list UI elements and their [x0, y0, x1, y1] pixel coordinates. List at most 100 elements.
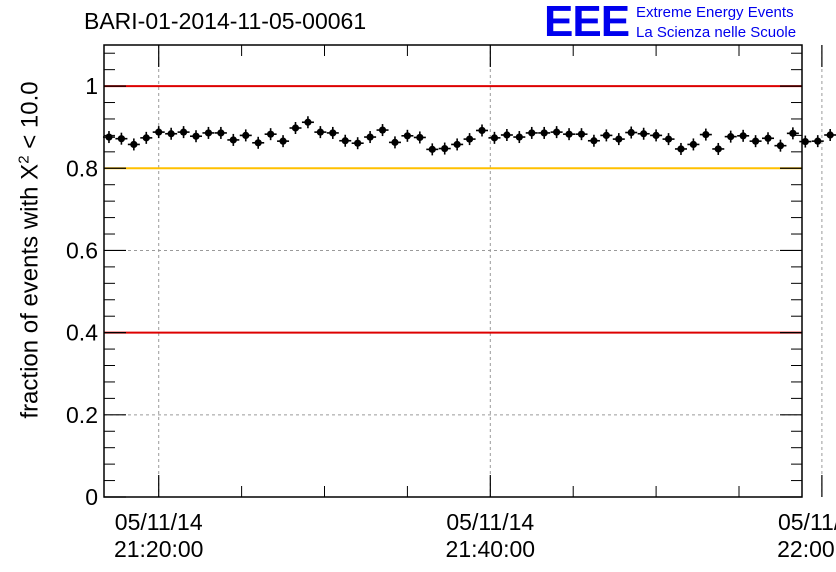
data-point — [314, 126, 327, 139]
data-point-marker — [652, 131, 660, 139]
y-axis-label-sup: 2 — [15, 155, 33, 164]
data-point — [699, 128, 712, 141]
data-point-marker — [142, 134, 150, 142]
logo-mark: EEE — [544, 0, 630, 46]
data-point — [376, 124, 389, 137]
data-point-marker — [528, 129, 536, 137]
data-point-marker — [316, 128, 324, 136]
data-point-marker — [727, 133, 735, 141]
data-point-marker — [515, 133, 523, 141]
data-point — [451, 138, 464, 151]
y-tick-label-1: 0.2 — [66, 402, 98, 428]
data-point-marker — [677, 145, 685, 153]
data-point-marker — [826, 131, 834, 139]
data-point — [264, 128, 277, 141]
data-point-marker — [366, 133, 374, 141]
data-point — [140, 131, 153, 144]
data-point-marker — [764, 134, 772, 142]
data-point — [401, 129, 414, 142]
y-tick-label-2: 0.4 — [66, 320, 98, 346]
data-point-marker — [702, 130, 710, 139]
data-point — [152, 126, 165, 139]
data-point-marker — [789, 129, 797, 137]
data-point-marker — [453, 140, 461, 149]
data-point-marker — [490, 134, 499, 142]
y-tick-label-3: 0.6 — [66, 237, 98, 263]
data-point — [277, 135, 290, 148]
data-point-marker — [117, 135, 126, 143]
data-point — [115, 132, 128, 145]
data-point — [513, 131, 526, 144]
data-point-marker — [615, 135, 623, 143]
data-point — [650, 129, 663, 142]
data-point — [165, 127, 178, 140]
data-point-marker — [664, 135, 673, 143]
data-point-marker — [242, 131, 250, 139]
data-point-marker — [167, 130, 175, 138]
plot-frame — [103, 44, 803, 498]
data-point-marker — [478, 126, 486, 135]
data-point — [177, 126, 190, 139]
data-point — [538, 126, 551, 139]
data-point-marker — [428, 145, 436, 153]
data-point — [786, 127, 799, 140]
data-point-marker — [179, 128, 188, 136]
data-point — [749, 135, 762, 148]
data-point — [190, 130, 203, 143]
data-point-marker — [689, 140, 698, 149]
data-point-marker — [403, 132, 412, 140]
data-point — [214, 126, 227, 139]
data-point — [687, 138, 700, 151]
data-point-marker — [590, 137, 598, 145]
data-point — [127, 138, 140, 151]
data-point — [239, 129, 252, 142]
data-point — [625, 126, 638, 139]
data-point-marker — [627, 128, 635, 137]
data-point-marker — [540, 129, 548, 137]
y-tick-label-4: 0.8 — [66, 155, 98, 181]
data-point — [811, 135, 824, 148]
data-point — [488, 131, 501, 144]
data-point — [600, 129, 613, 142]
data-point-marker — [441, 144, 449, 153]
x-tick-label-date-2: 05/11/14 — [778, 509, 836, 535]
data-point — [712, 142, 725, 155]
data-point-marker — [378, 126, 387, 134]
data-point — [476, 124, 489, 137]
y-axis-label-suffix: < 10.0 — [16, 81, 44, 156]
plot-border — [103, 44, 803, 498]
data-point — [587, 134, 600, 147]
data-point — [438, 142, 451, 155]
data-point — [724, 130, 737, 143]
x-tick-label-date-0: 05/11/14 — [115, 509, 203, 535]
data-point — [301, 116, 314, 129]
data-point — [500, 128, 513, 141]
logo-tagline-2: La Scienza nelle Scuole — [636, 24, 797, 41]
data-point-marker — [416, 133, 424, 142]
eee-logo: EEE Extreme Energy Events La Scienza nel… — [544, 0, 834, 46]
x-tick-label-time-0: 21:20:00 — [114, 536, 204, 562]
y-axis-label-prefix: fraction of events with X — [16, 163, 44, 419]
data-point — [339, 134, 352, 147]
data-point — [426, 143, 439, 156]
x-tick-label-time-2: 22:00:00 — [777, 536, 836, 562]
data-point — [824, 128, 836, 141]
data-point-marker — [267, 130, 275, 138]
data-point-marker — [291, 124, 300, 132]
data-point-marker — [751, 137, 760, 145]
grid-layer — [104, 45, 823, 497]
x-tick-label-date-1: 05/11/14 — [446, 509, 534, 535]
data-point-marker — [229, 136, 237, 144]
data-points — [102, 116, 836, 156]
axis-ticks — [104, 45, 823, 498]
data-point — [674, 142, 687, 155]
data-point-marker — [640, 130, 648, 138]
data-point-marker — [254, 139, 262, 147]
data-point-marker — [204, 129, 213, 137]
data-point-marker — [465, 135, 474, 143]
data-point — [799, 135, 812, 148]
reference-lines — [104, 85, 802, 334]
data-point-marker — [602, 131, 610, 139]
